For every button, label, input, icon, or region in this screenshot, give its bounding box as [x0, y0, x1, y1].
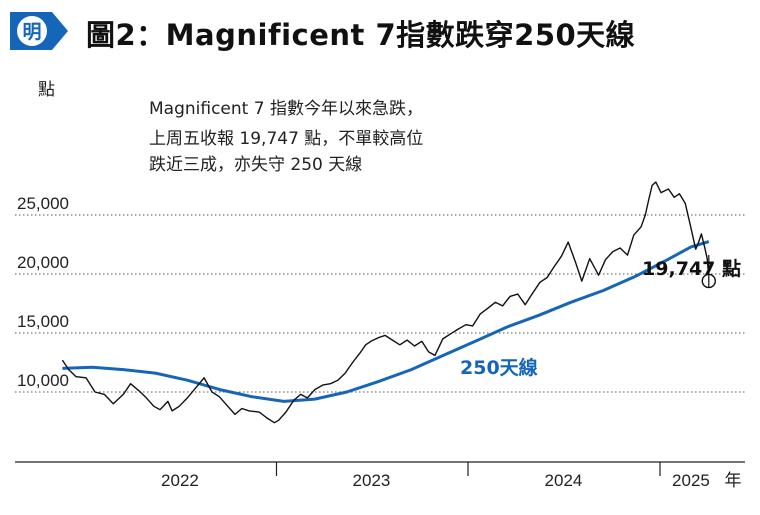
- price-series: [61, 181, 710, 424]
- x-axis-unit: 年: [725, 471, 742, 490]
- ma-250-line: [62, 240, 710, 403]
- ma-series-label: 250天線: [460, 356, 538, 379]
- x-tick-label: 2023: [353, 471, 391, 490]
- y-axis-label: 點: [38, 80, 55, 99]
- chart-labels: 19,747 點 250天線 Magnificent 7 指數今年以來急跌， 上周五收…: [149, 99, 741, 379]
- gridlines: [15, 214, 745, 393]
- x-tick-label: 2025: [672, 471, 710, 490]
- y-tick-label: 25,000: [17, 194, 69, 213]
- chart-title: 圖2：Magnificent 7指數跌穿250天線: [86, 18, 636, 52]
- annotation-line: Magnificent 7 指數今年以來急跌，: [149, 99, 423, 119]
- logo-text: 明: [22, 21, 41, 43]
- ma-series: [62, 240, 710, 403]
- newspaper-logo: 明: [10, 12, 68, 50]
- annotation-line: 跌近三成，亦失守 250 天線: [149, 155, 362, 175]
- line-chart: 25,000 20,000 15,000 10,000 點 2022 2023 2024 202…: [15, 80, 745, 490]
- x-tick-label: 2024: [545, 471, 583, 490]
- axes: 25,000 20,000 15,000 10,000 點 2022 2023 2024 202…: [15, 80, 745, 490]
- last-value-callout: 19,747 點: [642, 257, 741, 280]
- price-line: [61, 181, 710, 424]
- y-tick-label: 20,000: [17, 253, 69, 272]
- chart-header: 明 圖2：Magnificent 7指數跌穿250天線: [0, 0, 760, 70]
- x-tick-label: 2022: [161, 471, 199, 490]
- annotation-line: 上周五收報 19,747 點，不單較高位: [149, 129, 423, 149]
- y-tick-label: 10,000: [17, 371, 69, 390]
- y-tick-label: 15,000: [17, 312, 69, 331]
